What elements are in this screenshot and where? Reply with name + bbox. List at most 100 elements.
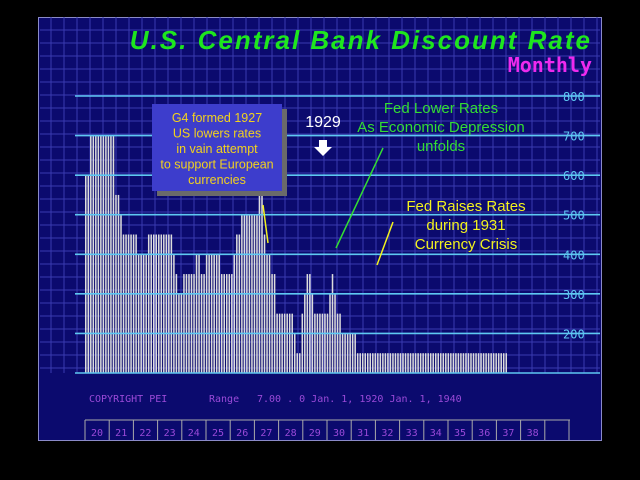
bar	[490, 353, 492, 373]
bar	[361, 353, 364, 373]
bar	[450, 353, 452, 373]
footer-range-text: 7.00 . 0 Jan. 1, 1920 Jan. 1, 1940	[257, 394, 462, 405]
bar	[505, 353, 507, 373]
x-tick-label: 28	[285, 428, 297, 439]
bar	[87, 175, 90, 373]
bar	[379, 353, 382, 373]
bar	[135, 234, 137, 373]
bar	[402, 353, 404, 373]
bar	[140, 254, 142, 373]
bar	[467, 353, 470, 373]
bar	[286, 313, 288, 373]
x-tick-label: 24	[188, 428, 200, 439]
x-tick-label: 38	[527, 428, 539, 439]
bar	[170, 234, 173, 373]
bar	[278, 313, 281, 373]
bar	[394, 353, 397, 373]
bar	[485, 353, 487, 373]
bar	[477, 353, 480, 373]
bar	[429, 353, 432, 373]
bar	[238, 234, 241, 373]
bar	[293, 333, 296, 373]
bar	[132, 234, 135, 373]
bar	[417, 353, 419, 373]
bar	[226, 274, 228, 373]
bar	[492, 353, 495, 373]
y-tick-label: 500	[563, 209, 585, 223]
bar	[263, 234, 266, 373]
bar	[374, 353, 377, 373]
bar	[351, 333, 354, 373]
bar	[354, 333, 356, 373]
bar	[147, 234, 150, 373]
bar	[422, 353, 424, 373]
x-tick-label: 33	[406, 428, 418, 439]
bar	[424, 353, 427, 373]
x-tick-label: 35	[454, 428, 466, 439]
x-tick-label: 27	[260, 428, 272, 439]
bar	[306, 274, 309, 373]
x-tick-label: 32	[381, 428, 393, 439]
bar	[175, 274, 178, 373]
annotation-fed-raise-line: Currency Crisis	[415, 236, 518, 253]
bar	[480, 353, 482, 373]
bar	[158, 234, 160, 373]
bar	[231, 274, 233, 373]
y-tick-label: 200	[563, 327, 585, 341]
x-tick-label: 25	[212, 428, 224, 439]
bar	[465, 353, 467, 373]
bar	[266, 254, 268, 373]
x-tick-label: 23	[164, 428, 176, 439]
annotation-g4-line: to support European	[160, 158, 273, 172]
bar	[130, 234, 132, 373]
bar	[228, 274, 231, 373]
x-axis	[84, 419, 570, 440]
bar	[283, 313, 286, 373]
bar	[288, 313, 291, 373]
bar	[185, 274, 188, 373]
bar	[309, 274, 311, 373]
bar	[472, 353, 475, 373]
bar	[183, 274, 185, 373]
bar	[173, 254, 175, 373]
bar	[210, 254, 213, 373]
bar	[341, 333, 344, 373]
bar	[198, 254, 200, 373]
bar	[195, 254, 198, 373]
x-tick-label: 31	[357, 428, 369, 439]
bar	[475, 353, 477, 373]
annotation-g4-line: currencies	[188, 173, 246, 187]
y-tick-label: 700	[563, 130, 585, 144]
bar	[346, 333, 349, 373]
arrow-down-icon	[314, 140, 332, 156]
bar	[377, 353, 379, 373]
bar	[434, 353, 437, 373]
x-tick-label: 34	[430, 428, 442, 439]
bar	[432, 353, 434, 373]
bar	[301, 313, 304, 373]
x-tick-label: 20	[91, 428, 103, 439]
bar	[324, 313, 326, 373]
bar	[497, 353, 500, 373]
bar	[457, 353, 460, 373]
bar	[215, 254, 218, 373]
bar	[364, 353, 366, 373]
bar	[163, 234, 165, 373]
bar	[261, 175, 263, 373]
bar	[326, 313, 329, 373]
bar	[205, 254, 208, 373]
bar	[314, 313, 316, 373]
footer-range-label: Range	[209, 394, 239, 405]
bar	[404, 353, 407, 373]
bar	[271, 274, 273, 373]
bar	[412, 353, 414, 373]
x-tick-label: 30	[333, 428, 345, 439]
bar	[447, 353, 450, 373]
bar	[407, 353, 409, 373]
bar	[125, 234, 127, 373]
bar	[349, 333, 351, 373]
bar	[321, 313, 324, 373]
bar	[220, 274, 223, 373]
bar	[165, 234, 168, 373]
annotation-g4-line: in vain attempt	[176, 142, 258, 156]
